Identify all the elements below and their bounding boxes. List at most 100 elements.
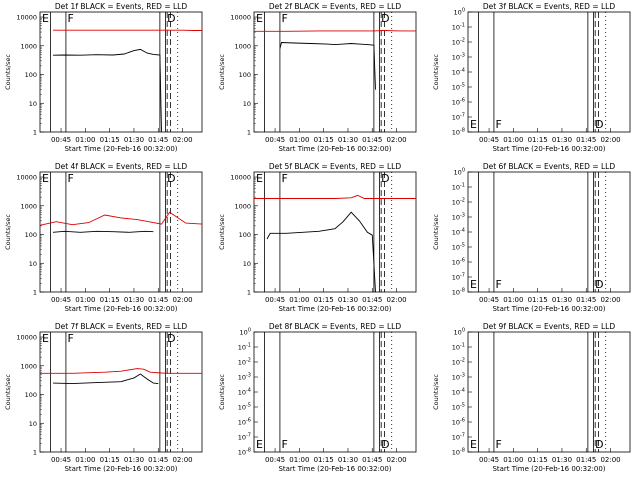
marker-d: D (595, 438, 603, 451)
x-axis-label: Start Time (20-Feb-16 00:32:00) (64, 305, 177, 313)
x-tick-label: 00:45 (51, 136, 71, 144)
plot-frame (39, 171, 203, 293)
y-tick-label: 10-8 (452, 128, 465, 137)
y-tick-label: 10-7 (452, 433, 465, 442)
y-tick-label: 10-1 (238, 343, 251, 352)
y-tick-label: 10 (243, 100, 251, 108)
marker-d: D (381, 172, 389, 185)
x-tick-label: 01:00 (75, 296, 95, 304)
plot-frame (253, 11, 417, 133)
y-axis-label: Counts/sec (432, 374, 440, 410)
plot-frame (39, 11, 203, 133)
marker-f: F (68, 12, 74, 25)
y-axis-label: Counts/sec (432, 214, 440, 250)
panel-title: Det 9f BLACK = Events, RED = LLD (483, 322, 616, 331)
marker-f: F (496, 118, 502, 131)
y-tick-label: 10-8 (452, 288, 465, 297)
x-tick-label: 02:00 (386, 136, 406, 144)
marker-f: F (496, 278, 502, 291)
marker-e: E (256, 172, 263, 185)
marker-f: F (496, 438, 502, 451)
y-tick-label: 10 (29, 420, 37, 428)
y-tick-label: 10-8 (452, 448, 465, 457)
y-tick-label: 1000 (234, 42, 251, 50)
x-tick-label: 02:00 (600, 136, 620, 144)
x-tick-label: 01:15 (314, 456, 334, 464)
marker-d: D (381, 438, 389, 451)
y-axis-label: Counts/sec (4, 54, 12, 90)
x-tick-label: 01:15 (100, 456, 120, 464)
y-tick-label: 100 (454, 328, 465, 337)
panel-title: Det 8f BLACK = Events, RED = LLD (269, 322, 402, 331)
x-tick-label: 01:45 (362, 296, 382, 304)
x-axis-label: Start Time (20-Feb-16 00:32:00) (278, 465, 391, 473)
marker-d: D (167, 332, 175, 345)
y-tick-label: 1000 (20, 42, 37, 50)
y-tick-label: 10-3 (452, 373, 465, 382)
y-tick-label: 10000 (230, 174, 251, 182)
series-red-line (39, 211, 203, 226)
series-black-line (52, 373, 159, 385)
x-tick-label: 01:00 (75, 136, 95, 144)
x-axis-label: Start Time (20-Feb-16 00:32:00) (64, 465, 177, 473)
x-tick-label: 01:00 (503, 456, 523, 464)
y-tick-label: 10-1 (452, 343, 465, 352)
y-tick-label: 10-5 (452, 83, 465, 92)
y-tick-label: 10-1 (452, 23, 465, 32)
y-tick-label: 10 (243, 260, 251, 268)
y-tick-label: 10-6 (452, 98, 465, 107)
y-tick-label: 10-6 (452, 418, 465, 427)
x-tick-label: 01:15 (100, 136, 120, 144)
marker-e: E (42, 332, 49, 345)
panel-det-6: Det 6f BLACK = Events, RED = LLD 100 10-1 1… (432, 162, 631, 313)
y-tick-label: 1 (33, 449, 37, 457)
x-tick-label: 01:00 (289, 456, 309, 464)
x-tick-label: 02:00 (172, 136, 192, 144)
x-tick-label: 01:45 (148, 136, 168, 144)
y-tick-label: 10-3 (452, 213, 465, 222)
plot-frame (39, 331, 203, 453)
x-tick-label: 02:00 (600, 296, 620, 304)
x-tick-label: 00:45 (479, 136, 499, 144)
x-tick-label: 02:00 (386, 296, 406, 304)
x-axis-label: Start Time (20-Feb-16 00:32:00) (492, 465, 605, 473)
marker-e: E (42, 12, 49, 25)
panel-title: Det 7f BLACK = Events, RED = LLD (55, 322, 188, 331)
y-tick-label: 1 (33, 129, 37, 137)
x-tick-label: 01:45 (362, 456, 382, 464)
x-axis-label: Start Time (20-Feb-16 00:32:00) (64, 145, 177, 153)
y-tick-label: 10-4 (452, 388, 465, 397)
y-tick-label: 10-5 (452, 243, 465, 252)
marker-e: E (256, 12, 263, 25)
x-tick-label: 01:15 (528, 296, 548, 304)
x-tick-label: 01:15 (528, 456, 548, 464)
x-tick-label: 01:30 (552, 136, 572, 144)
x-tick-label: 00:45 (51, 296, 71, 304)
marker-f: F (68, 172, 74, 185)
panel-det-2: Det 2f BLACK = Events, RED = LLD 1 10 100 10… (218, 2, 417, 153)
marker-f: F (282, 172, 288, 185)
y-tick-label: 100 (239, 231, 251, 239)
y-tick-label: 100 (240, 328, 251, 337)
y-tick-label: 10000 (16, 334, 37, 342)
x-tick-label: 01:00 (289, 136, 309, 144)
y-axis-label: Counts/sec (4, 374, 12, 410)
x-tick-label: 01:45 (148, 456, 168, 464)
marker-d: D (167, 12, 175, 25)
x-tick-label: 00:45 (51, 456, 71, 464)
x-tick-label: 01:00 (503, 296, 523, 304)
y-axis-label: Counts/sec (432, 54, 440, 90)
y-tick-label: 100 (25, 391, 37, 399)
y-tick-label: 10000 (230, 14, 251, 22)
y-tick-label: 10000 (16, 174, 37, 182)
y-tick-label: 100 (454, 168, 465, 177)
panel-title: Det 4f BLACK = Events, RED = LLD (55, 162, 188, 171)
panel-det-7: Det 7f BLACK = Events, RED = LLD 1 10 100 10… (4, 322, 203, 473)
panel-det-5: Det 5f BLACK = Events, RED = LLD 1 10 100 10… (218, 162, 417, 313)
y-tick-label: 10-7 (452, 113, 465, 122)
x-tick-label: 00:45 (265, 296, 285, 304)
x-tick-label: 01:30 (338, 136, 358, 144)
y-tick-label: 10 (29, 260, 37, 268)
x-tick-label: 01:15 (314, 136, 334, 144)
x-axis-label: Start Time (20-Feb-16 00:32:00) (278, 305, 391, 313)
